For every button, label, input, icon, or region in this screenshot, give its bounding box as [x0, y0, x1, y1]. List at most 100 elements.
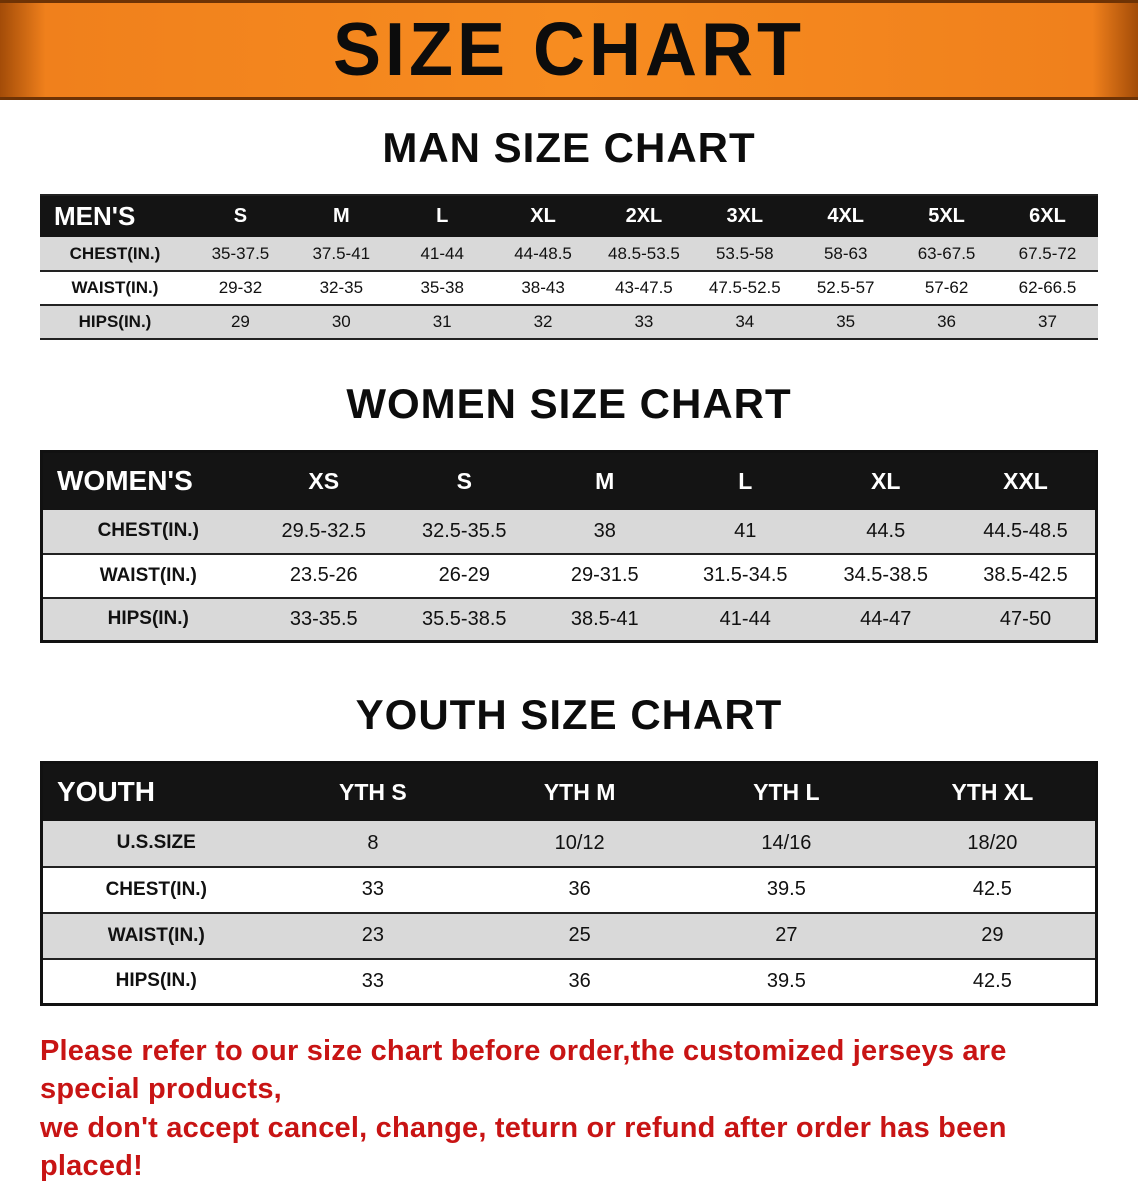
size-value-cell: 39.5 [766, 878, 806, 900]
size-column-header: M [290, 195, 392, 237]
size-value-cell: 32.5-35.5 [421, 519, 507, 542]
table-title-cell: YOUTH [41, 762, 270, 821]
size-column-header: YTH XL [889, 762, 1097, 821]
size-value-cell: 8 [367, 831, 379, 854]
size-value-cell: 41-44 [420, 243, 464, 263]
size-value-cell: 57-62 [924, 278, 969, 297]
size-value-cell: 37.5-41 [312, 243, 371, 263]
row-label-cell: CHEST(IN.) [69, 243, 161, 263]
size-column-header: 3XL [694, 195, 796, 237]
size-value-cell: 33-35.5 [289, 607, 358, 630]
table-row: WAIST(IN.) 23.5-26 26-29 29-31.5 31.5-34.5 34… [41, 553, 1097, 598]
size-value-cell: 14/16 [761, 831, 812, 854]
size-value-cell: 58-63 [823, 243, 868, 263]
women-size-chart-heading: WOMEN SIZE CHART [346, 380, 792, 427]
size-value-cell: 18/20 [967, 831, 1018, 854]
size-value-cell: 38.5-41 [570, 607, 639, 630]
size-value-cell: 67.5-72 [1018, 243, 1077, 263]
table-row: U.S.SIZE 8 10/12 14/16 18/20 [41, 820, 1097, 867]
size-value-cell: 29 [981, 924, 1004, 946]
size-value-cell: 41 [734, 519, 757, 542]
size-value-cell: 35-37.5 [211, 243, 270, 263]
youth-size-chart-heading: YOUTH SIZE CHART [355, 691, 783, 738]
women-size-table: WOMEN'S XS S M L XL XXL CHEST(IN.) 29.5-32.5 32.5… [40, 450, 1098, 643]
men-size-table: MEN'S S M L XL 2XL 3XL 4XL 5XL 6XL CHEST(IN.) 35-37… [40, 194, 1098, 340]
size-value-cell: 44.5-48.5 [983, 519, 1068, 542]
table-row: WAIST(IN.) 23 25 27 29 [41, 912, 1097, 959]
size-value-cell: 62-66.5 [1018, 278, 1077, 297]
size-value-cell: 32-35 [319, 278, 364, 297]
size-value-cell: 23.5-26 [289, 564, 358, 586]
row-label-cell: CHEST(IN.) [105, 878, 207, 900]
size-value-cell: 29-31.5 [570, 564, 639, 586]
size-value-cell: 33 [361, 878, 384, 900]
size-value-cell: 30 [331, 312, 351, 331]
size-value-cell: 31.5-34.5 [702, 564, 788, 586]
size-value-cell: 27 [775, 924, 798, 946]
size-value-cell: 38 [593, 519, 616, 542]
table-row: HIPS(IN.) 33 36 39.5 42.5 [41, 958, 1097, 1005]
size-value-cell: 47-50 [999, 607, 1052, 630]
row-label-cell: WAIST(IN.) [99, 564, 197, 586]
size-value-cell: 29-32 [218, 278, 263, 297]
size-value-cell: 33 [634, 312, 654, 331]
size-column-header: YTH S [269, 762, 477, 821]
size-column-header: XXL [956, 451, 1097, 510]
note-line-1: Please refer to our size chart before or… [40, 1035, 1007, 1106]
women-size-section: WOMEN SIZE CHART WOMEN'S XS S M L XL XXL CHEST(… [0, 380, 1138, 643]
youth-size-section: YOUTH SIZE CHART YOUTH YTH S YTH M YTH L YTH… [0, 691, 1138, 1006]
size-value-cell: 36 [568, 969, 591, 992]
size-column-header: L [391, 195, 493, 237]
size-value-cell: 25 [568, 924, 591, 946]
size-column-header: 4XL [795, 195, 897, 237]
size-value-cell: 53.5-58 [715, 243, 774, 263]
table-row: CHEST(IN.) 33 36 39.5 42.5 [41, 866, 1097, 913]
size-column-header: YTH M [476, 762, 683, 821]
table-title-cell: WOMEN'S [41, 451, 254, 510]
size-column-header: XL [815, 451, 956, 510]
size-value-cell: 31 [432, 312, 452, 331]
size-value-cell: 35 [836, 312, 856, 331]
row-label-cell: HIPS(IN.) [78, 312, 152, 331]
size-value-cell: 63-67.5 [917, 243, 976, 263]
row-label-cell: U.S.SIZE [116, 832, 196, 853]
size-value-cell: 33 [361, 969, 384, 992]
size-column-header: 6XL [997, 195, 1098, 237]
size-value-cell: 43-47.5 [615, 278, 673, 297]
table-row: HIPS(IN.) 33-35.5 35.5-38.5 38.5-41 41-44 44-… [41, 597, 1097, 642]
size-value-cell: 42.5 [972, 969, 1012, 992]
row-label-cell: HIPS(IN.) [115, 970, 197, 992]
size-value-cell: 36 [568, 878, 591, 900]
table-row: WAIST(IN.) 29-32 32-35 35-38 38-43 43-47.5 47.… [40, 271, 1098, 305]
size-column-header: YTH L [683, 762, 890, 821]
size-column-header: M [534, 451, 675, 510]
table-header-row: MEN'S S M L XL 2XL 3XL 4XL 5XL 6XL [40, 195, 1098, 237]
size-value-cell: 10/12 [554, 831, 605, 854]
size-value-cell: 44-48.5 [514, 243, 572, 263]
table-row: CHEST(IN.) 29.5-32.5 32.5-35.5 38 41 44.5 44.5… [41, 509, 1097, 554]
size-value-cell: 41-44 [719, 607, 771, 630]
table-row: HIPS(IN.) 29 30 31 32 33 34 35 36 37 [40, 305, 1098, 339]
note-line-2: we don't accept cancel, change, teturn o… [40, 1111, 1007, 1182]
size-value-cell: 38.5-42.5 [983, 564, 1068, 586]
table-title-cell: MEN'S [40, 195, 190, 237]
size-value-cell: 37 [1038, 312, 1057, 331]
size-value-cell: 39.5 [766, 969, 806, 992]
table-header-row: WOMEN'S XS S M L XL XXL [41, 451, 1097, 510]
size-column-header: XS [253, 451, 394, 510]
size-column-header: XL [492, 195, 594, 237]
men-size-chart-heading: MAN SIZE CHART [382, 124, 756, 171]
size-value-cell: 29 [230, 312, 250, 331]
size-value-cell: 26-29 [438, 564, 490, 586]
size-value-cell: 48.5-53.5 [608, 243, 680, 263]
size-value-cell: 32 [533, 312, 553, 331]
size-value-cell: 29.5-32.5 [281, 519, 366, 542]
size-value-cell: 34 [735, 312, 755, 331]
size-value-cell: 52.5-57 [816, 278, 875, 297]
size-value-cell: 44-47 [860, 607, 912, 630]
footer-note: Please refer to our size chart before or… [40, 1032, 1108, 1185]
size-value-cell: 38-43 [521, 278, 565, 297]
size-value-cell: 35-38 [420, 278, 464, 297]
size-value-cell: 35.5-38.5 [421, 607, 507, 630]
